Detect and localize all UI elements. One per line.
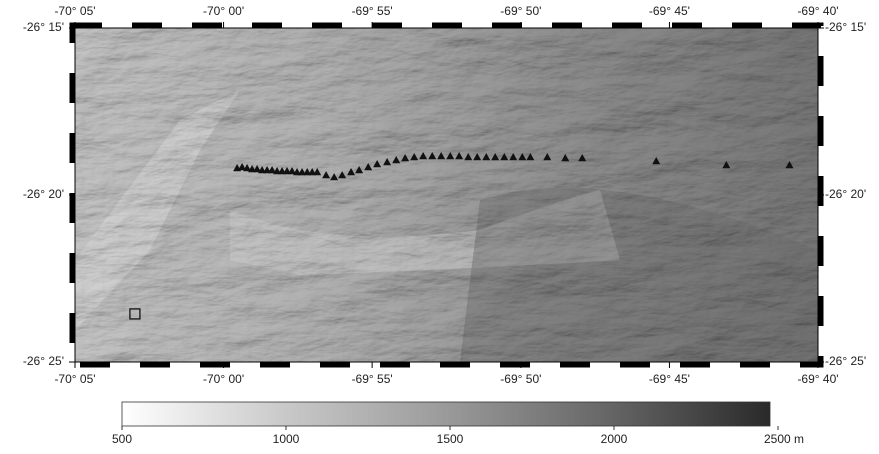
x-tick-label-top: -69° 50'	[500, 4, 541, 18]
map-figure: -70° 05' -70° 05' -70° 00' -70° 00' -69° 55'…	[0, 0, 879, 454]
x-tick-label-bottom: -70° 05'	[54, 372, 95, 386]
x-tick-label-bottom: -69° 40'	[797, 372, 838, 386]
colorbar-tick-label: 2500 m	[764, 432, 804, 446]
x-tick-label-bottom: -70° 00'	[203, 372, 244, 386]
y-tick-label-left: -26° 15'	[23, 20, 64, 34]
colorbar-tick-label: 1500	[437, 432, 464, 446]
colorbar	[122, 402, 770, 426]
x-tick-label-bottom: -69° 50'	[500, 372, 541, 386]
colorbar-tick-label: 2000	[601, 432, 628, 446]
y-tick-label-right: -26° 15'	[825, 20, 866, 34]
colorbar-tick-label: 1000	[273, 432, 300, 446]
x-tick-label-top: -69° 40'	[797, 4, 838, 18]
y-tick-label-left: -26° 25'	[23, 354, 64, 368]
terrain	[75, 28, 818, 362]
x-tick-label-top: -70° 00'	[203, 4, 244, 18]
x-tick-label-bottom: -69° 45'	[649, 372, 690, 386]
x-tick-label-top: -69° 45'	[649, 4, 690, 18]
x-tick-label-top: -69° 55'	[352, 4, 393, 18]
y-tick-label-right: -26° 25'	[825, 354, 866, 368]
colorbar-tick-label: 500	[112, 432, 132, 446]
x-tick-label-top: -70° 05'	[54, 4, 95, 18]
y-tick-label-right: -26° 20'	[825, 187, 866, 201]
y-tick-label-left: -26° 20'	[23, 187, 64, 201]
x-tick-label-bottom: -69° 55'	[352, 372, 393, 386]
